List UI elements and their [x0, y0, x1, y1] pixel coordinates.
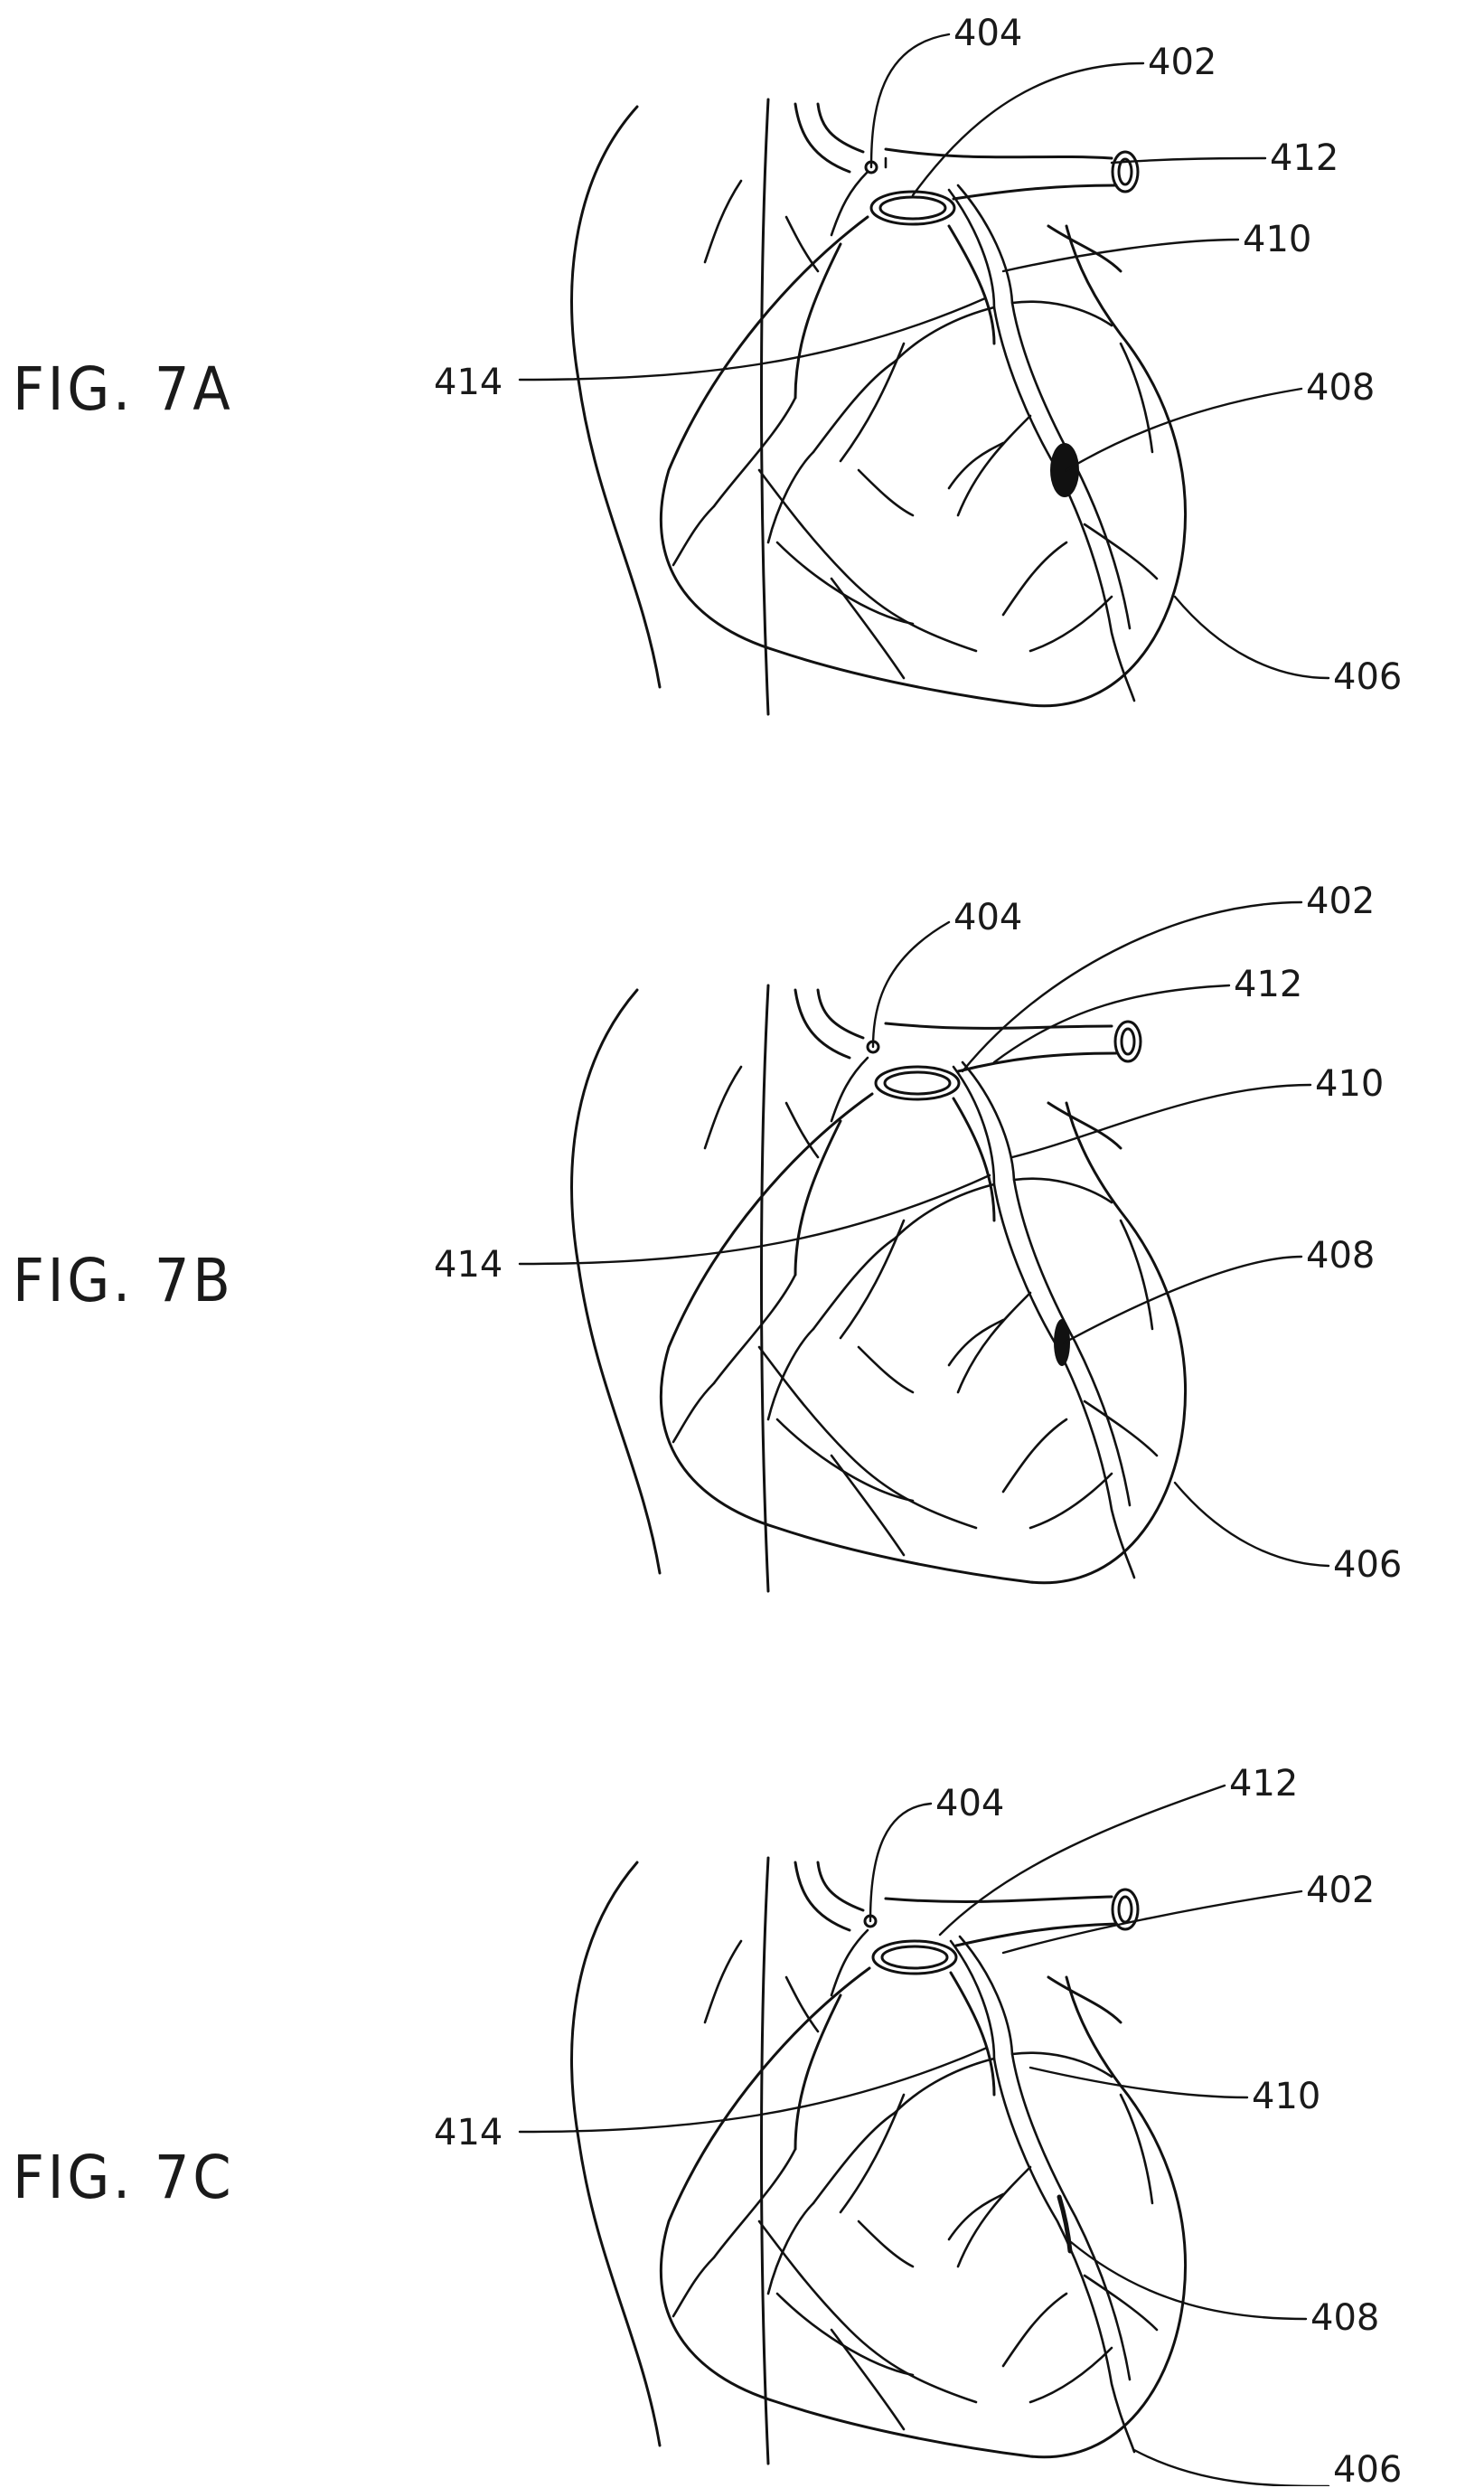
figure-7c-heart-diagram: 404 412 402 414 410 408 406: [0, 1618, 1484, 2486]
ref-410: 410: [1243, 219, 1311, 260]
figure-7b-heart-diagram: 402 404 412 410 414 408 406: [0, 796, 1484, 1627]
reference-leaders: [520, 902, 1329, 1566]
ref-412: 412: [1270, 137, 1338, 179]
ref-402: 402: [1148, 42, 1216, 83]
figure-7a-heart-diagram: 404 402 412 410 414 408 406: [0, 0, 1484, 814]
ref-404: 404: [953, 897, 1022, 938]
ref-402: 402: [1306, 881, 1375, 922]
ref-412: 412: [1234, 964, 1302, 1005]
ref-406: 406: [1333, 2449, 1402, 2486]
ref-402: 402: [1306, 1870, 1375, 1911]
heart-illustration: [572, 99, 1186, 714]
ref-414: 414: [434, 1244, 502, 1286]
ref-412: 412: [1229, 1763, 1298, 1805]
heart-illustration: [572, 985, 1186, 1591]
ref-408: 408: [1306, 1235, 1375, 1277]
ref-414: 414: [434, 362, 502, 403]
ref-404: 404: [935, 1783, 1004, 1824]
ref-406: 406: [1333, 656, 1402, 698]
heart-illustration: [572, 1858, 1186, 2464]
ref-408: 408: [1306, 367, 1375, 409]
ref-410: 410: [1315, 1063, 1384, 1105]
ref-406: 406: [1333, 1544, 1402, 1586]
ref-408: 408: [1310, 2297, 1379, 2339]
reference-numerals: 404 402 412 410 414 408 406: [434, 13, 1402, 698]
ref-414: 414: [434, 2112, 502, 2153]
ref-404: 404: [953, 13, 1022, 54]
reference-leaders: [520, 34, 1329, 678]
ref-410: 410: [1252, 2076, 1320, 2117]
reference-numerals: 402 404 412 410 414 408 406: [434, 881, 1402, 1586]
